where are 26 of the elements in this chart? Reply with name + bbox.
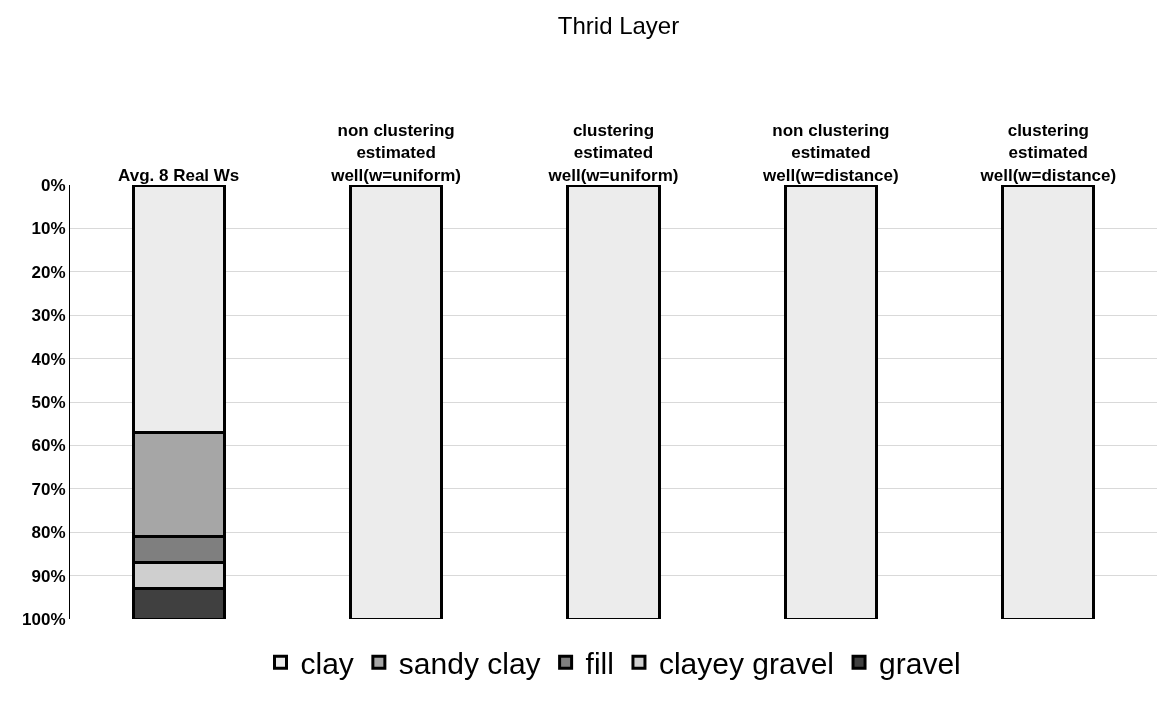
bar (348, 185, 444, 619)
y-tick-label: 90% (31, 566, 66, 586)
x-tick-label: non clustering estimated well(w=uniform) (330, 121, 462, 185)
bar (566, 185, 661, 619)
chart-title: Thrid Layer (557, 12, 680, 40)
x-tick-label: clustering estimated well(w=distance) (979, 121, 1117, 185)
y-tick-label: 40% (31, 349, 66, 369)
y-tick-label: 100% (22, 609, 66, 629)
y-tick-label: 60% (31, 436, 66, 456)
legend-label: clay (300, 647, 354, 681)
legend-label: gravel (879, 647, 961, 681)
legend-label: fill (585, 647, 614, 681)
x-tick-label: non clustering estimated well(w=distance) (762, 121, 899, 185)
bar (1001, 185, 1096, 619)
x-tick-label: Avg. 8 Real Ws (118, 165, 240, 185)
y-tick-label: 20% (31, 262, 66, 282)
x-tick-label: clustering estimated well(w=uniform) (547, 121, 679, 185)
y-tick-label: 80% (31, 523, 66, 543)
y-tick-label: 30% (31, 306, 66, 326)
y-tick-label: 70% (31, 479, 66, 499)
bar (783, 185, 879, 619)
y-tick-label: 0% (41, 175, 66, 195)
y-tick-label: 50% (31, 392, 66, 412)
legend-label: clayey gravel (658, 647, 835, 681)
y-tick-label: 10% (31, 219, 66, 239)
legend-label: sandy clay (398, 647, 541, 681)
